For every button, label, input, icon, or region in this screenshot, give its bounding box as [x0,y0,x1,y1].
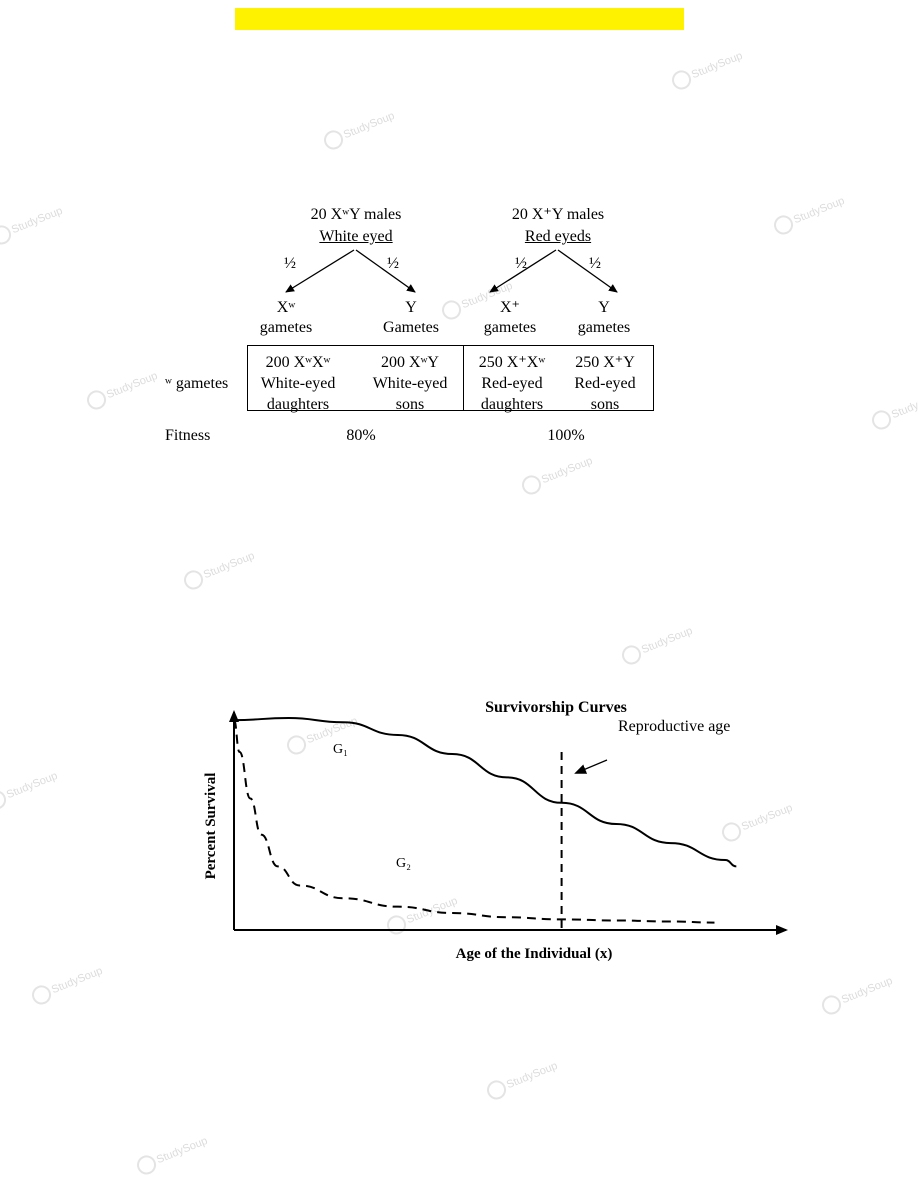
right-parent-phenotype: Red eyeds [524,228,592,245]
gamete-symbol: X⁺ [500,299,520,316]
offspring-phenotype: Red-eyed [574,375,636,392]
gamete-symbol: Y [598,299,610,316]
series-label-g1: G₁ [333,742,348,757]
y-axis-label: Percent Survival [203,772,219,880]
gamete-symbol: Y [405,299,417,316]
highlight-bar [235,8,684,30]
offspring-genotype: 200 XʷXʷ [265,354,331,371]
gamete-label: gametes [259,319,313,336]
fitness-value: 80% [346,427,376,444]
arrow-left-y [355,249,416,293]
offspring-cell: 250 X⁺Y Red-eyed sons [555,352,655,415]
half-label: ½ [387,255,399,272]
row-label: ʷ gametes [165,375,229,392]
arrow-right-xplus [489,249,557,293]
gamete-symbol: Xʷ [276,299,296,316]
offspring-sex: daughters [480,396,544,413]
series-line-g1 [233,716,737,868]
annotation-label: Reproductive age [618,718,731,735]
offspring-phenotype: White-eyed [260,375,336,392]
offspring-sex: daughters [266,396,330,413]
gamete-label: gametes [577,319,631,336]
offspring-phenotype: Red-eyed [481,375,543,392]
arrow-left-xw [285,249,355,293]
offspring-cell: 200 XʷXʷ White-eyed daughters [248,352,348,415]
left-parent-genotype: 20 XʷY males [310,206,402,223]
offspring-phenotype: White-eyed [372,375,448,392]
gamete-label: Gametes [383,319,439,336]
offspring-cell: 200 XʷY White-eyed sons [360,352,460,415]
offspring-sex: sons [395,396,425,413]
table-divider [463,346,464,410]
offspring-table: 200 XʷXʷ White-eyed daughters 200 XʷY Wh… [247,345,654,413]
annotation-arrow [574,759,608,774]
chart-title: Survivorship Curves [485,699,627,716]
offspring-genotype: 250 X⁺Xʷ [478,354,546,371]
right-parent-genotype: 20 X⁺Y males [511,206,605,223]
half-label: ½ [589,255,601,272]
left-parent-phenotype: White eyed [319,228,393,245]
half-label: ½ [515,255,527,272]
offspring-genotype: 250 X⁺Y [575,354,635,371]
fitness-value: 100% [547,427,585,444]
half-label: ½ [284,255,296,272]
series-label-g2: G₂ [396,856,411,871]
arrow-right-y [557,249,618,293]
offspring-cell: 250 X⁺Xʷ Red-eyed daughters [462,352,562,415]
offspring-sex: sons [590,396,620,413]
offspring-genotype: 200 XʷY [381,354,439,371]
gamete-label: gametes [483,319,537,336]
series-line-g2 [233,719,715,924]
fitness-label: Fitness [165,427,211,444]
cross-arrows [285,249,618,293]
x-axis-label: Age of the Individual (x) [455,946,613,962]
